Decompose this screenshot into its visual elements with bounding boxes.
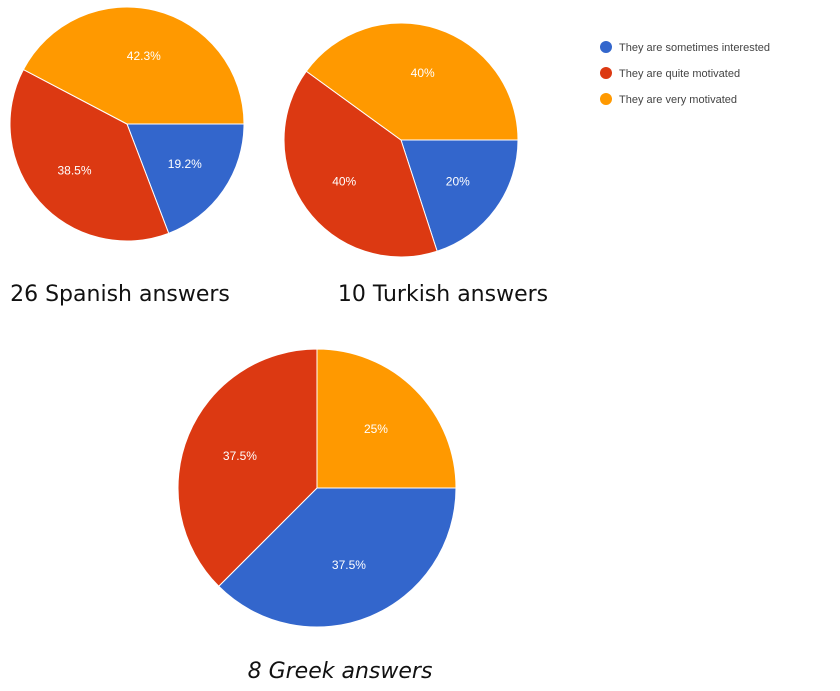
turkish-label-they-are-sometimes-interested: 20%	[446, 174, 470, 188]
legend-label-sometimes-interested: They are sometimes interested	[619, 42, 770, 54]
turkish-slice-they-are-very-motivated	[305, 22, 519, 141]
turkish-slice-they-are-quite-motivated	[283, 70, 438, 258]
greek-label-they-are-very-motivated: 25%	[364, 422, 388, 436]
legend-swatch-quite-motivated	[600, 67, 612, 79]
turkish-caption: 10 Turkish answers	[338, 282, 548, 307]
spanish-slice-they-are-sometimes-interested	[126, 123, 245, 234]
spanish-label-they-are-very-motivated: 42.3%	[127, 49, 161, 63]
greek-caption: 8 Greek answers	[248, 659, 433, 684]
legend-swatch-very-motivated	[600, 93, 612, 105]
spanish-label-they-are-quite-motivated: 38.5%	[57, 164, 91, 178]
legend: They are sometimes interested They are q…	[600, 41, 770, 106]
turkish-label-they-are-quite-motivated: 40%	[332, 174, 356, 188]
turkish-label-they-are-very-motivated: 40%	[411, 66, 435, 80]
spanish-pie-chart: 19.2% 38.5% 42.3%	[9, 6, 245, 242]
spanish-slice-they-are-quite-motivated	[9, 68, 170, 242]
greek-pie-chart: 25% 37.5% 37.5%	[177, 348, 457, 628]
turkish-pie-chart: 20% 40% 40%	[283, 22, 519, 258]
legend-label-quite-motivated: They are quite motivated	[619, 68, 740, 80]
greek-label-they-are-sometimes-interested: 37.5%	[332, 558, 366, 572]
greek-label-they-are-quite-motivated: 37.5%	[223, 449, 257, 463]
spanish-slice-they-are-very-motivated	[22, 6, 245, 125]
spanish-label-they-are-sometimes-interested: 19.2%	[168, 157, 202, 171]
greek-slice-they-are-sometimes-interested	[218, 487, 457, 628]
greek-slice-they-are-very-motivated	[316, 348, 457, 489]
legend-swatch-sometimes-interested	[600, 41, 612, 53]
legend-label-very-motivated: They are very motivated	[619, 94, 737, 106]
turkish-slice-they-are-sometimes-interested	[400, 139, 519, 252]
spanish-caption: 26 Spanish answers	[10, 282, 230, 307]
greek-slice-they-are-quite-motivated	[177, 348, 318, 587]
